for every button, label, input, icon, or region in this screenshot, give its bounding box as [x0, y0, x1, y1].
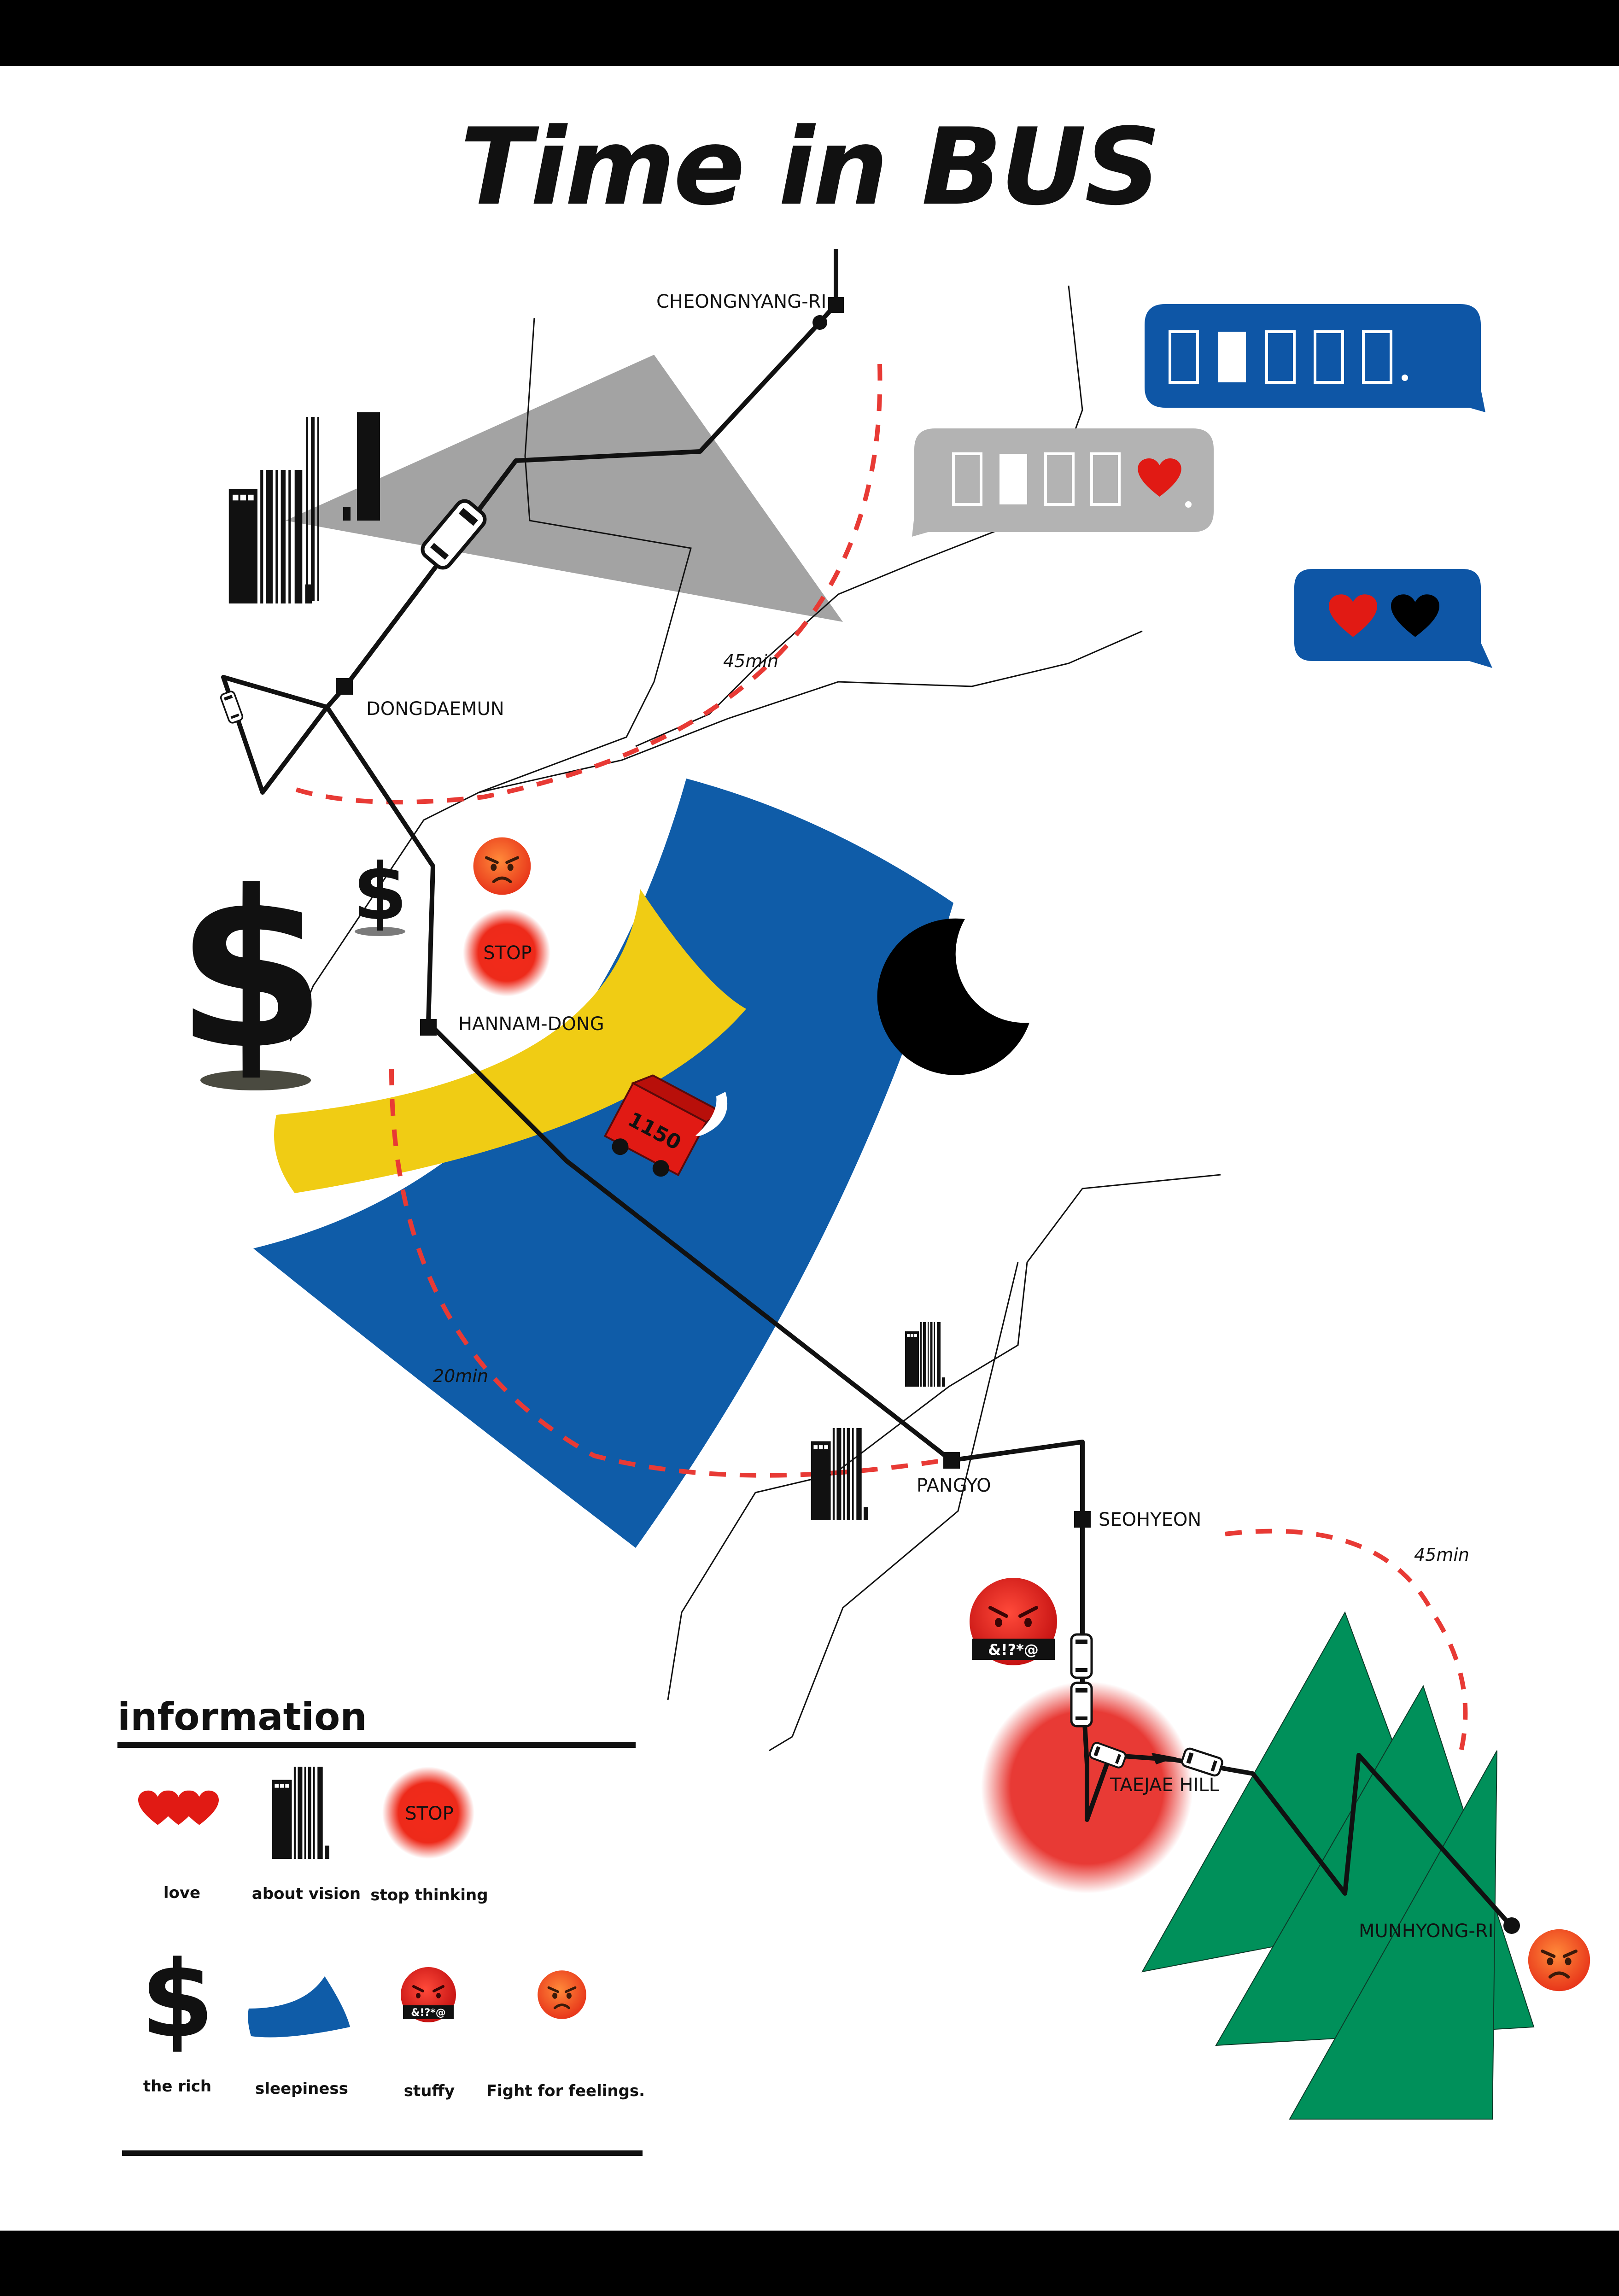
top-black-bar	[0, 0, 1619, 66]
svg-text:&!?*@: &!?*@	[988, 1641, 1039, 1658]
legend-item-stop-thinking: STOP stop thinking	[370, 1767, 488, 1904]
station-dot-munhyongri	[1503, 1917, 1520, 1934]
svg-text:Fight for feelings.: Fight for feelings.	[486, 2082, 645, 2100]
angry-face-icon	[473, 838, 531, 895]
barcode-building-icon-medium	[811, 1428, 868, 1520]
duration-label-3: 45min	[1414, 1545, 1469, 1565]
station-label-dongdaemun: DONGDAEMUN	[366, 698, 504, 720]
station-marker-seohyeon	[1074, 1511, 1091, 1528]
station-label-hannamdong: HANNAM-DONG	[458, 1013, 604, 1035]
angry-face-icon-end	[1528, 1929, 1590, 1991]
green-mountain-3	[1289, 1750, 1497, 2120]
station-dot-cheongnyangri	[812, 315, 827, 330]
bottom-black-bar	[0, 2231, 1619, 2296]
station-markers	[336, 297, 1520, 1934]
station-marker-hannamdong	[420, 1019, 437, 1036]
arrow-icon	[1151, 1753, 1177, 1764]
dollar-shadow	[200, 1070, 311, 1090]
dollar-icon-small: $	[353, 847, 407, 938]
legend-item-the-rich: $ the rich	[140, 1939, 214, 2096]
stop-label: STOP	[483, 943, 532, 964]
barcode-tower-icon	[306, 412, 380, 601]
svg-text:$: $	[140, 1939, 214, 2062]
station-marker-dongdaemun	[336, 678, 353, 695]
dollar-icon-large: $	[175, 845, 326, 1097]
station-label-pangyo: PANGYO	[917, 1475, 991, 1496]
svg-text:about vision: about vision	[252, 1885, 361, 1903]
station-label-seohyeon: SEOHYEON	[1099, 1509, 1201, 1530]
legend-item-sleepiness: sleepiness	[248, 1976, 350, 2098]
legend-item-stuffy: &!?*@ stuffy	[401, 1967, 456, 2100]
gray-mountain-shape	[286, 355, 843, 622]
page-title: Time in BUS	[460, 106, 1161, 229]
legend-item-fight-for-feelings: Fight for feelings.	[486, 1970, 645, 2100]
duration-label-1: 45min	[723, 651, 778, 671]
moon-icon	[877, 918, 1029, 1075]
legend-divider-bottom	[122, 2150, 643, 2156]
blue-wave-shape	[253, 779, 953, 1548]
swearing-face-icon: &!?*@	[970, 1578, 1057, 1665]
svg-text:&!?*@: &!?*@	[411, 2007, 446, 2019]
svg-text:STOP: STOP	[405, 1803, 453, 1824]
dollar-shadow-small	[355, 927, 405, 936]
barcode-building-icon-small	[905, 1322, 945, 1387]
svg-text:stop thinking: stop thinking	[370, 1886, 488, 1904]
legend-divider-top	[117, 1742, 636, 1748]
chat-bubble-blue-2	[1294, 569, 1492, 668]
station-marker-pangyo	[943, 1452, 960, 1469]
station-label-cheongnyangri: CHEONGNYANG-RI	[656, 291, 826, 312]
duration-label-2: 20min	[433, 1366, 488, 1386]
svg-text:stuffy: stuffy	[404, 2082, 455, 2100]
svg-text:love: love	[164, 1884, 200, 1902]
red-bus-1150-icon: 1150	[603, 1074, 724, 1177]
white-bus-icon-3	[1071, 1683, 1092, 1726]
stop-circle-icon	[463, 909, 550, 996]
legend-item-about-vision: about vision	[252, 1767, 361, 1903]
time-arcs	[289, 363, 1468, 1756]
chat-bubble-blue-1	[1145, 304, 1485, 412]
chat-bubble-gray	[912, 428, 1214, 537]
road-lines	[289, 285, 1221, 1751]
legend-heading: information	[117, 1695, 367, 1739]
water-drop-icon	[696, 1092, 728, 1136]
legend-item-love: love	[138, 1790, 219, 1902]
station-marker-cheongnyangri	[828, 297, 844, 313]
station-label-munhyongri: MUNHYONG-RI	[1359, 1921, 1493, 1942]
barcode-building-icon	[228, 470, 312, 603]
svg-text:the rich: the rich	[143, 2077, 211, 2096]
yellow-wave-shape	[274, 889, 746, 1193]
white-bus-icon-2	[1071, 1634, 1092, 1678]
station-label-taejae: TAEJAE HILL	[1110, 1775, 1220, 1796]
white-bus-icon-small	[219, 690, 245, 725]
svg-text:sleepiness: sleepiness	[255, 2079, 348, 2098]
